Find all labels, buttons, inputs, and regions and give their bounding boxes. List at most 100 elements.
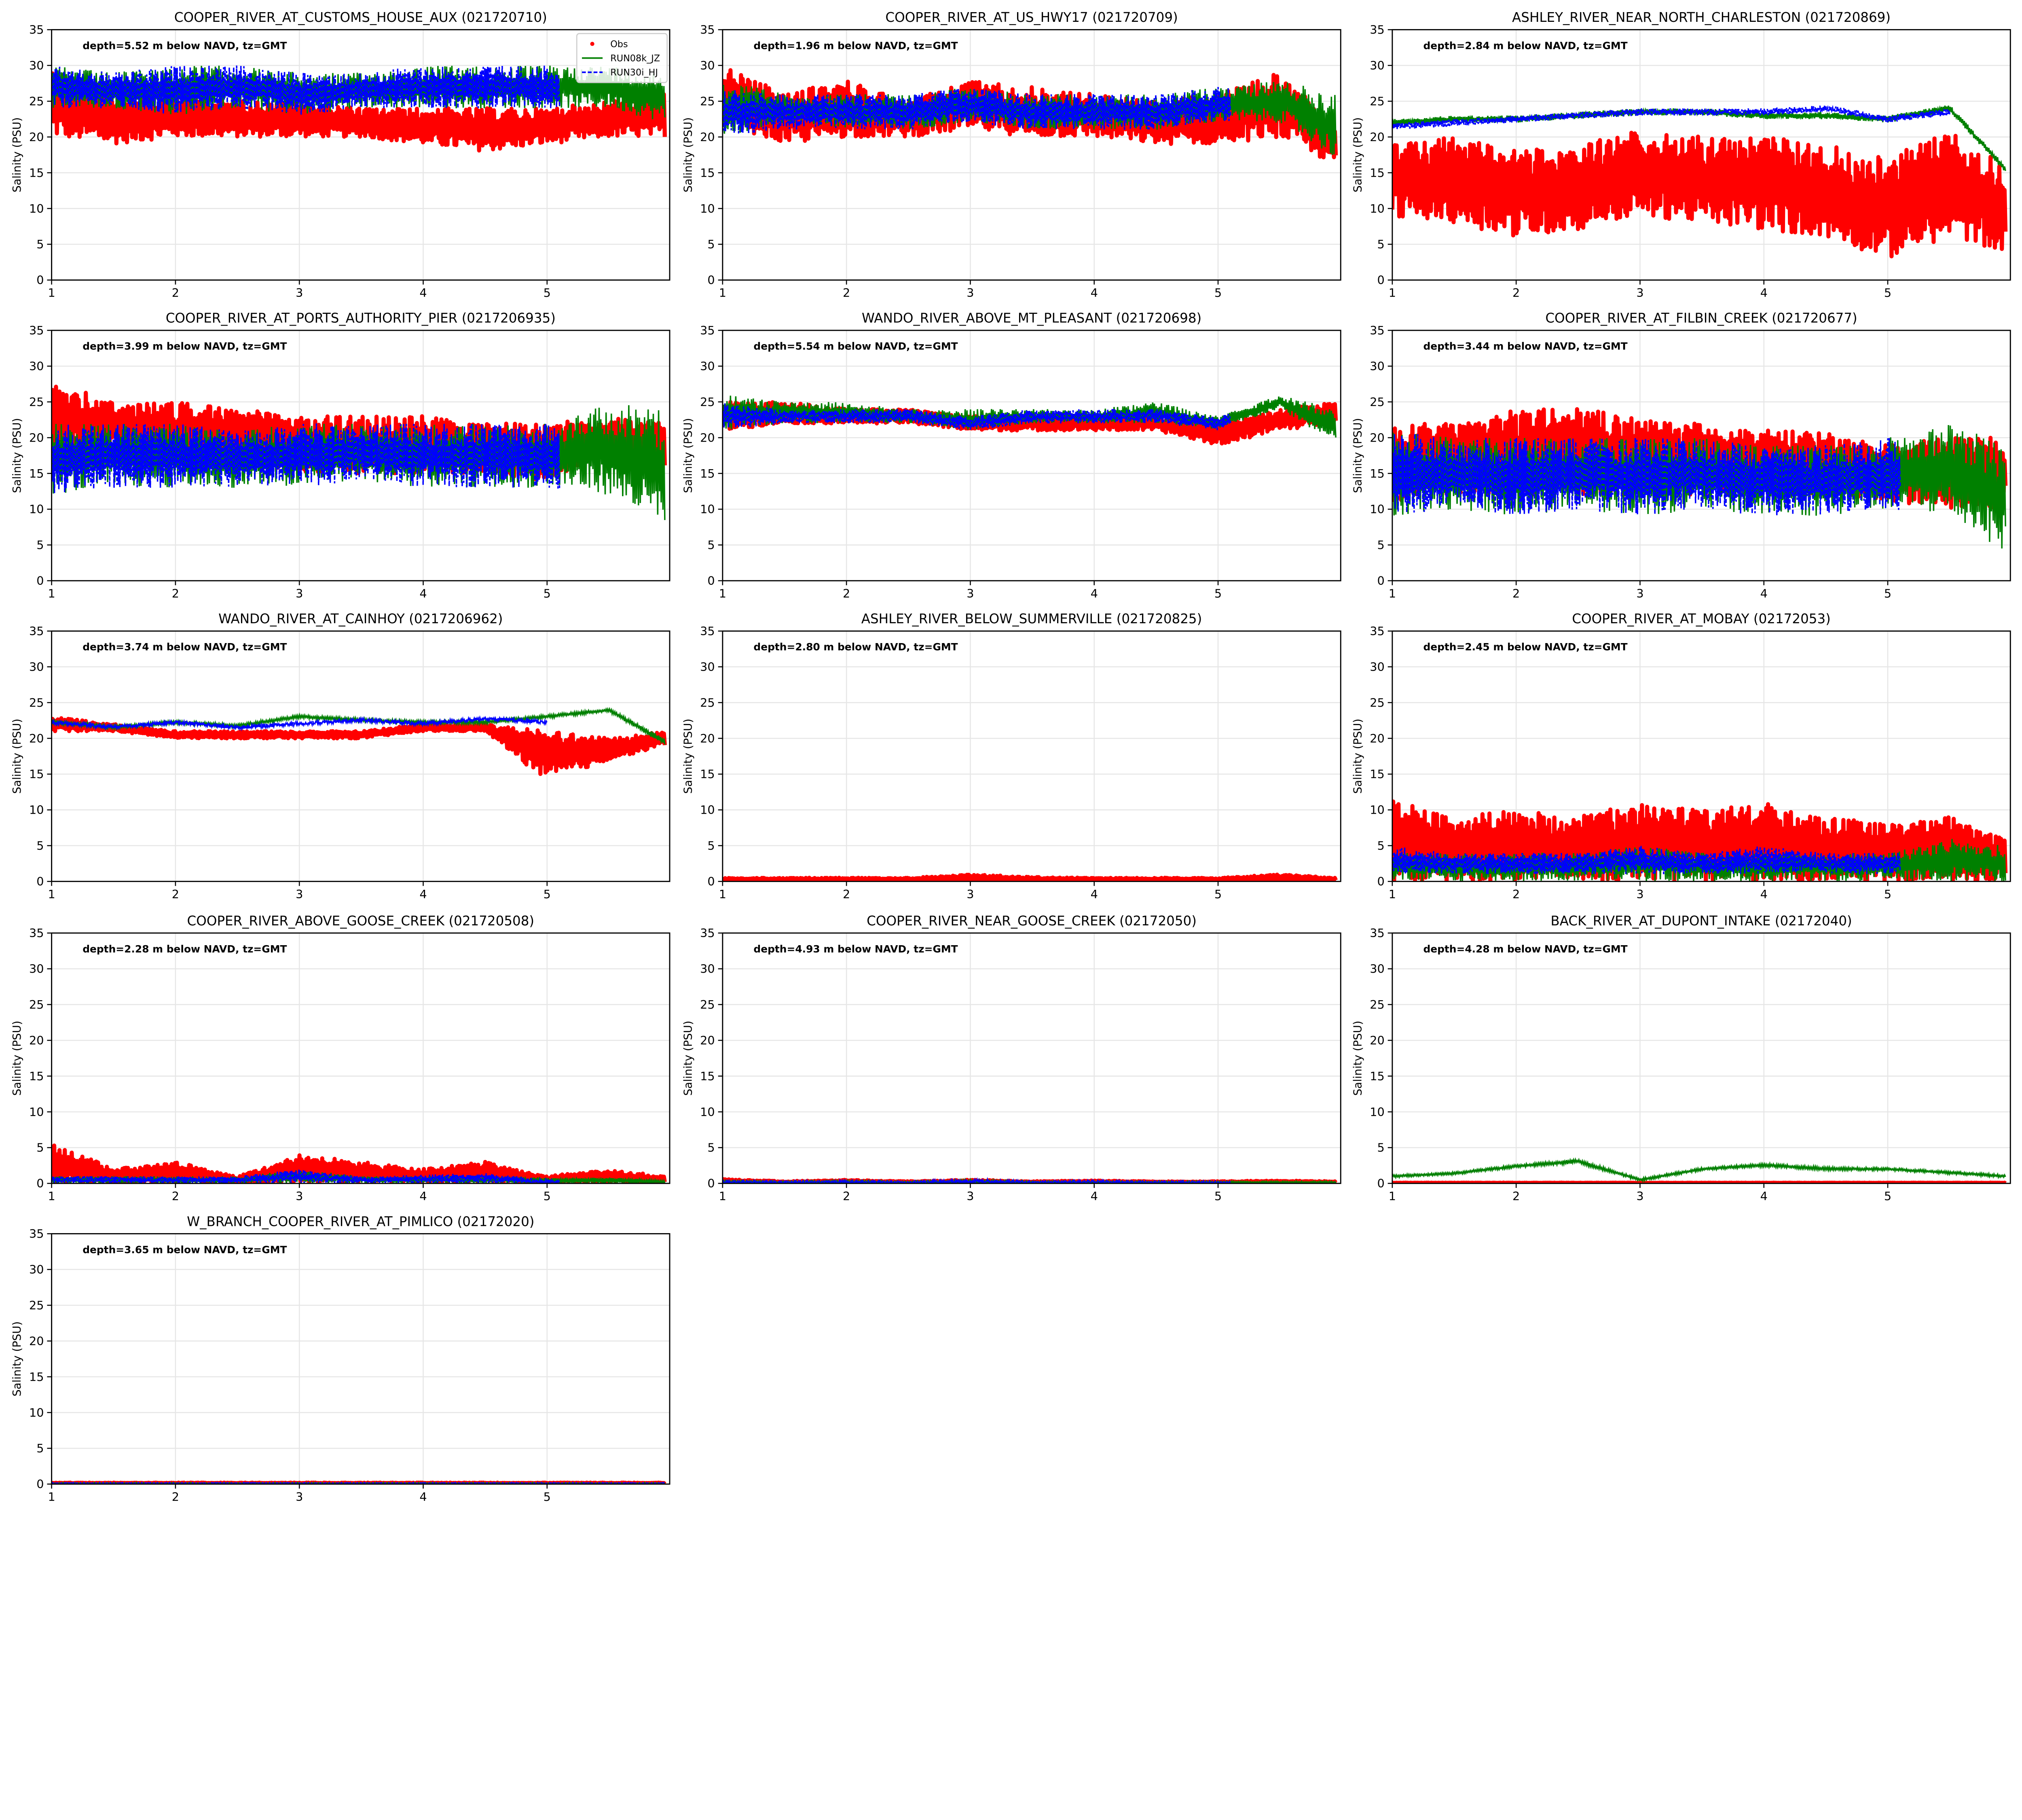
depth-annotation: depth=4.28 m below NAVD, tz=GMT: [1423, 943, 1627, 955]
y-tick-label: 20: [29, 1334, 44, 1348]
axes-frame: [51, 1233, 670, 1485]
x-tick-label: 2: [1512, 586, 1520, 600]
axes-frame: [722, 29, 1341, 281]
x-tick-label: 5: [544, 1490, 551, 1504]
y-axis-label: Salinity (PSU): [682, 1021, 694, 1096]
series-group: [51, 66, 667, 153]
axes-frame: [722, 630, 1341, 882]
x-tick-label: 5: [1884, 286, 1891, 300]
x-tick-label: 3: [1636, 286, 1643, 300]
x-tick-label: 4: [419, 1490, 427, 1504]
x-tick-label: 2: [1512, 286, 1520, 300]
y-tick-label: 5: [36, 1441, 44, 1455]
y-axis-label: Salinity (PSU): [1352, 1021, 1364, 1096]
subplot-12: 1 2 3 4 5 0 5 10 15 20 25 30 35 BACK_RIVER_AT_DUPONT_…: [1352, 913, 2011, 1203]
y-tick-label: 30: [1370, 59, 1385, 72]
x-tick-label: 5: [544, 586, 551, 600]
y-axis-label: Salinity (PSU): [682, 117, 694, 193]
run30i-hj-series-4: [51, 423, 560, 493]
x-tick-label: 5: [1214, 887, 1222, 901]
y-tick-label: 20: [700, 431, 715, 444]
axes-frame: [1392, 932, 2011, 1184]
y-tick-label: 35: [1370, 324, 1385, 337]
subplot-title: COOPER_RIVER_AT_PORTS_AUTHORITY_PIER (02…: [166, 311, 556, 326]
x-tick-label: 5: [544, 1189, 551, 1203]
run30i-hj-series-5: [722, 403, 1231, 430]
x-tick-label: 1: [719, 1189, 726, 1203]
y-tick-label: 25: [700, 998, 715, 1012]
y-tick-label: 0: [707, 574, 715, 588]
x-tick-label: 5: [1884, 887, 1891, 901]
y-tick-label: 5: [1377, 237, 1384, 251]
y-tick-label: 15: [700, 166, 715, 180]
y-tick-label: 10: [29, 1105, 44, 1119]
y-tick-label: 10: [29, 1406, 44, 1420]
y-axis-label: Salinity (PSU): [11, 1021, 23, 1096]
subplot-title: BACK_RIVER_AT_DUPONT_INTAKE (02172040): [1550, 913, 1852, 929]
y-tick-label: 35: [29, 1227, 44, 1241]
x-tick-label: 3: [1636, 586, 1643, 600]
y-axis-label: Salinity (PSU): [1352, 418, 1364, 493]
subplot-7: 1 2 3 4 5 0 5 10 15 20 25 30 35 WANDO_RIVER_AT_CAINHO…: [11, 611, 670, 901]
y-tick-label: 0: [707, 1177, 715, 1190]
x-tick-label: 2: [1512, 1189, 1520, 1203]
run30i-hj-series-7: [51, 714, 548, 732]
y-tick-label: 35: [29, 23, 44, 37]
x-tick-label: 1: [719, 887, 726, 901]
y-axis-label: Salinity (PSU): [11, 117, 23, 193]
y-axis-label: Salinity (PSU): [682, 719, 694, 794]
x-tick-label: 5: [1884, 1189, 1891, 1203]
subplot-9: 1 2 3 4 5 0 5 10 15 20 25 30 35 COOPER_RIVER_AT_MOBAY…: [1352, 611, 2011, 901]
run08k-jz-series-12: [1392, 1157, 2006, 1183]
plot-area: [722, 631, 1341, 882]
depth-annotation: depth=2.80 m below NAVD, tz=GMT: [753, 641, 958, 653]
y-tick-label: 15: [29, 166, 44, 180]
axes-frame: [51, 330, 670, 582]
subplot-title: COOPER_RIVER_AT_CUSTOMS_HOUSE_AUX (02172…: [174, 10, 547, 25]
x-tick-label: 5: [544, 887, 551, 901]
x-tick-label: 3: [296, 286, 303, 300]
y-tick-label: 0: [1377, 875, 1384, 889]
subplot-5: 1 2 3 4 5 0 5 10 15 20 25 30 35 WANDO_RIVER_ABOVE_MT_…: [682, 311, 1341, 600]
x-tick-label: 5: [1214, 286, 1222, 300]
obs-series-8: [722, 872, 1338, 882]
axes-frame: [51, 932, 670, 1184]
x-tick-label: 1: [48, 1189, 55, 1203]
y-tick-label: 10: [1370, 803, 1385, 817]
subplot-4: 1 2 3 4 5 0 5 10 15 20 25 30 35 COOPER_RIVER_AT_PORTS…: [11, 311, 670, 600]
subplot-title: COOPER_RIVER_ABOVE_GOOSE_CREEK (02172050…: [187, 913, 535, 929]
y-tick-label: 30: [700, 962, 715, 976]
series-group: [722, 68, 1338, 160]
y-axis-label: Salinity (PSU): [11, 719, 23, 794]
x-tick-label: 4: [1760, 1189, 1768, 1203]
y-tick-label: 35: [1370, 926, 1385, 940]
y-tick-label: 10: [29, 202, 44, 216]
y-tick-label: 20: [700, 130, 715, 144]
legend-label: RUN30i_HJ: [610, 68, 658, 78]
axes-frame: [51, 630, 670, 882]
subplot-title: W_BRANCH_COOPER_RIVER_AT_PIMLICO (021720…: [187, 1214, 534, 1229]
y-tick-label: 20: [29, 130, 44, 144]
plot-area: [722, 30, 1341, 280]
y-tick-label: 20: [1370, 1033, 1385, 1047]
y-tick-label: 35: [700, 624, 715, 638]
series-group: [722, 396, 1338, 446]
y-tick-label: 30: [700, 359, 715, 373]
y-axis-label: Salinity (PSU): [11, 418, 23, 493]
depth-annotation: depth=2.84 m below NAVD, tz=GMT: [1423, 40, 1627, 51]
series-group: [1392, 105, 2008, 258]
depth-annotation: depth=5.54 m below NAVD, tz=GMT: [753, 341, 958, 352]
y-tick-label: 25: [29, 395, 44, 409]
y-tick-label: 10: [29, 803, 44, 817]
x-tick-label: 1: [1389, 1189, 1396, 1203]
run30i-hj-series-6: [1392, 434, 1901, 516]
run30i-hj-series-9: [1392, 846, 1901, 874]
y-tick-label: 35: [1370, 23, 1385, 37]
subplot-13: 1 2 3 4 5 0 5 10 15 20 25 30 35 W_BRANCH_COOPER_RIVER…: [11, 1214, 670, 1504]
y-tick-label: 10: [1370, 502, 1385, 516]
x-tick-label: 5: [1884, 586, 1891, 600]
y-tick-label: 15: [29, 767, 44, 781]
x-tick-label: 3: [296, 586, 303, 600]
subplot-title: WANDO_RIVER_AT_CAINHOY (0217206962): [218, 611, 503, 626]
y-tick-label: 20: [700, 732, 715, 745]
